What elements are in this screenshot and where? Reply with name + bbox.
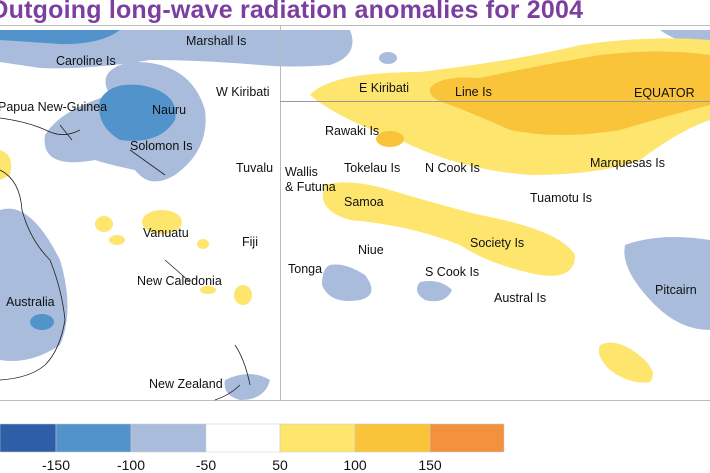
map-title: Outgoing long-wave radiation anomalies f…	[0, 0, 584, 24]
place-labels: Marshall Is Caroline Is W Kiribati E Kir…	[0, 34, 697, 391]
anomaly-region	[142, 210, 182, 234]
label-vanuatu: Vanuatu	[143, 226, 189, 240]
label-line: Line Is	[455, 85, 492, 99]
legend-swatch	[205, 423, 281, 453]
legend-swatch	[429, 423, 505, 453]
legend-tick-label: -100	[117, 457, 145, 473]
anomaly-region	[0, 208, 68, 361]
anomaly-region	[416, 281, 452, 302]
legend-tick-label: 50	[272, 457, 288, 473]
legend-tick-label: 150	[418, 457, 442, 473]
label-rawaki: Rawaki Is	[325, 124, 379, 138]
label-marquesas: Marquesas Is	[590, 156, 665, 170]
australia-coast	[0, 169, 66, 381]
label-niue: Niue	[358, 243, 384, 257]
label-futuna: & Futuna	[285, 180, 336, 194]
label-marshall: Marshall Is	[186, 34, 246, 48]
legend-tick-label: 100	[343, 457, 367, 473]
new-caledonia	[164, 259, 191, 283]
legend-swatch	[279, 423, 356, 453]
label-nauru: Nauru	[152, 103, 186, 117]
anomaly-region	[95, 216, 113, 232]
label-fiji: Fiji	[242, 235, 258, 249]
label-new-zealand: New Zealand	[149, 377, 223, 391]
label-png: Papua New-Guinea	[0, 100, 107, 114]
label-solomon: Solomon Is	[130, 139, 193, 153]
png-coast	[0, 117, 81, 141]
legend-swatch	[130, 423, 207, 453]
new-zealand	[214, 344, 251, 401]
label-samoa: Samoa	[344, 195, 384, 209]
label-n-cook: N Cook Is	[425, 161, 480, 175]
label-australia: Australia	[6, 295, 55, 309]
legend-swatch	[55, 423, 132, 453]
anomaly-region	[429, 51, 710, 135]
legend-swatch	[354, 423, 431, 453]
label-new-caledonia: New Caledonia	[137, 274, 222, 288]
anomaly-region	[322, 264, 372, 301]
anomaly-region	[376, 131, 404, 147]
label-tonga: Tonga	[288, 262, 322, 276]
legend-swatch	[0, 423, 57, 453]
legend-tick-label: -150	[42, 457, 70, 473]
label-e-kiribati: E Kiribati	[359, 81, 409, 95]
positive-anomaly-regions	[0, 38, 710, 383]
anomaly-region	[109, 235, 125, 245]
label-tuvalu: Tuvalu	[236, 161, 273, 175]
label-society: Society Is	[470, 236, 524, 250]
label-caroline: Caroline Is	[56, 54, 116, 68]
color-legend: -150 -100 -50 50 100 150	[0, 423, 505, 473]
negative-anomaly-regions	[0, 30, 710, 400]
anomaly-region	[99, 84, 176, 141]
label-pitcairn: Pitcairn	[655, 283, 697, 297]
anomaly-region	[0, 30, 120, 45]
anomaly-region	[200, 286, 216, 294]
label-equator: EQUATOR	[634, 86, 695, 100]
anomaly-region	[0, 150, 12, 180]
anomaly-region	[234, 285, 252, 305]
label-tuamotu: Tuamotu Is	[530, 191, 592, 205]
anomaly-region	[30, 314, 54, 330]
legend-tick-label: -50	[196, 457, 216, 473]
label-tokelau: Tokelau Is	[344, 161, 400, 175]
anomaly-region	[598, 342, 653, 383]
label-w-kiribati: W Kiribati	[216, 85, 269, 99]
anomaly-region	[224, 374, 270, 400]
label-austral: Austral Is	[494, 291, 546, 305]
anomaly-region	[322, 182, 575, 276]
label-s-cook: S Cook Is	[425, 265, 479, 279]
solomon	[129, 149, 166, 176]
anomaly-region	[197, 239, 209, 249]
coastlines	[0, 117, 251, 401]
anomaly-region	[379, 52, 397, 64]
label-wallis: Wallis	[285, 165, 318, 179]
map-frame	[0, 25, 710, 401]
anomaly-region	[624, 236, 710, 330]
